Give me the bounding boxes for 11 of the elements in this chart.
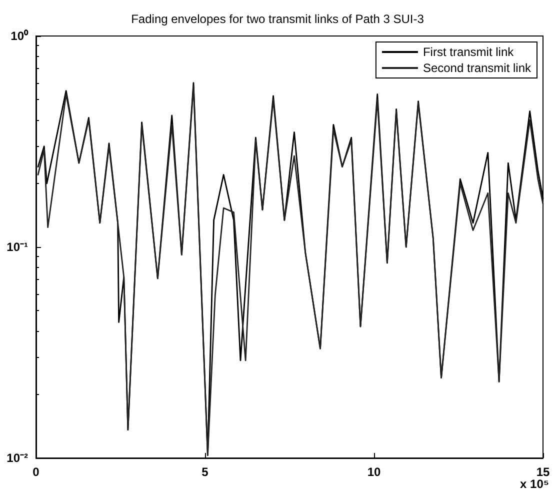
- chart-title: Fading envelopes for two transmit links of Path 3 SUI-3: [131, 12, 424, 26]
- x-tick-label: 5: [202, 465, 209, 479]
- x-tick-label: 15: [536, 465, 550, 479]
- text: x 10⁵: [520, 477, 550, 490]
- legend-label: Second transmit link: [422, 61, 532, 75]
- y-tick-label: 10⁰: [10, 29, 29, 43]
- y-tick-label: 10⁻²: [6, 451, 28, 465]
- x-tick-label: 10: [367, 465, 381, 479]
- x-tick-label: 0: [32, 465, 40, 479]
- y-tick-label: 10⁻¹: [6, 240, 28, 254]
- legend-label: First transmit link: [422, 45, 515, 59]
